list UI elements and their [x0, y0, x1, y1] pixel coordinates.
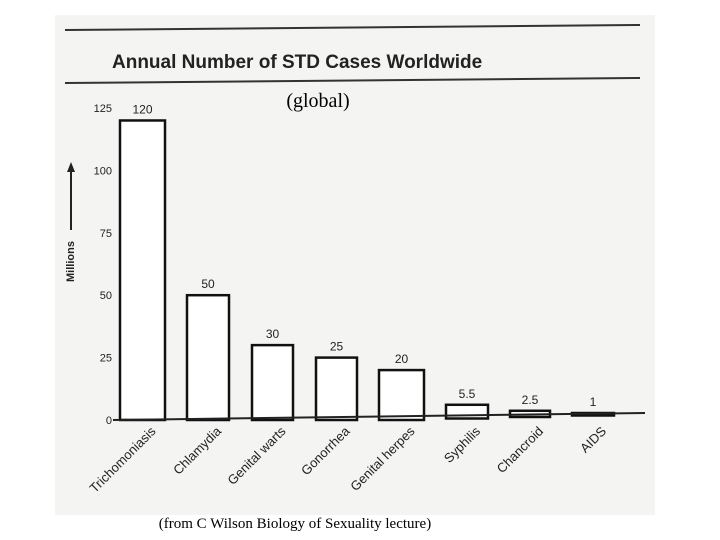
arrow-up-icon: [67, 162, 75, 172]
chart-subtitle: (global): [286, 90, 349, 112]
bar-gonorrhea: [314, 356, 359, 422]
chart-title: Annual Number of STD Cases Worldwide: [112, 52, 482, 73]
title-rule-top: [64, 24, 641, 31]
bar-genital-warts: [250, 343, 295, 422]
bar-value-label: 20: [395, 352, 409, 366]
y-tick-label: 125: [94, 103, 112, 115]
y-tick-label: 100: [94, 165, 112, 177]
y-tick-label: 25: [100, 353, 112, 365]
title-rule-bottom: [64, 77, 641, 84]
source-caption: (from C Wilson Biology of Sexuality lect…: [159, 516, 431, 532]
y-tick-label: 0: [106, 415, 112, 427]
x-category-label: Genital herpes: [347, 423, 418, 494]
bar-value-label: 30: [266, 327, 280, 341]
x-category-label: Syphilis: [441, 423, 484, 466]
bar-value-label: 25: [330, 340, 344, 354]
bar-value-label: 50: [201, 277, 215, 291]
bar-trichomoniasis: [118, 119, 167, 422]
x-axis-line: [112, 412, 646, 421]
bar-value-label: 2.5: [522, 393, 539, 407]
bar-value-label: 120: [132, 102, 152, 116]
x-category-label: Gonorrhea: [298, 423, 353, 478]
bar-value-label: 5.5: [459, 387, 476, 401]
y-axis-label: Millions: [65, 241, 77, 282]
x-category-label: Chlamydia: [170, 423, 225, 478]
y-tick-label: 75: [100, 228, 112, 240]
bar-genital-herpes: [377, 368, 426, 422]
bar-value-label: 1: [590, 395, 597, 409]
x-category-label: AIDS: [577, 423, 609, 455]
x-category-label: Trichomoniasis: [87, 423, 159, 495]
x-category-label: Chancroid: [494, 424, 547, 477]
y-tick-label: 50: [100, 290, 112, 302]
bar-chlamydia: [185, 293, 231, 422]
x-category-label: Genital warts: [224, 423, 289, 488]
